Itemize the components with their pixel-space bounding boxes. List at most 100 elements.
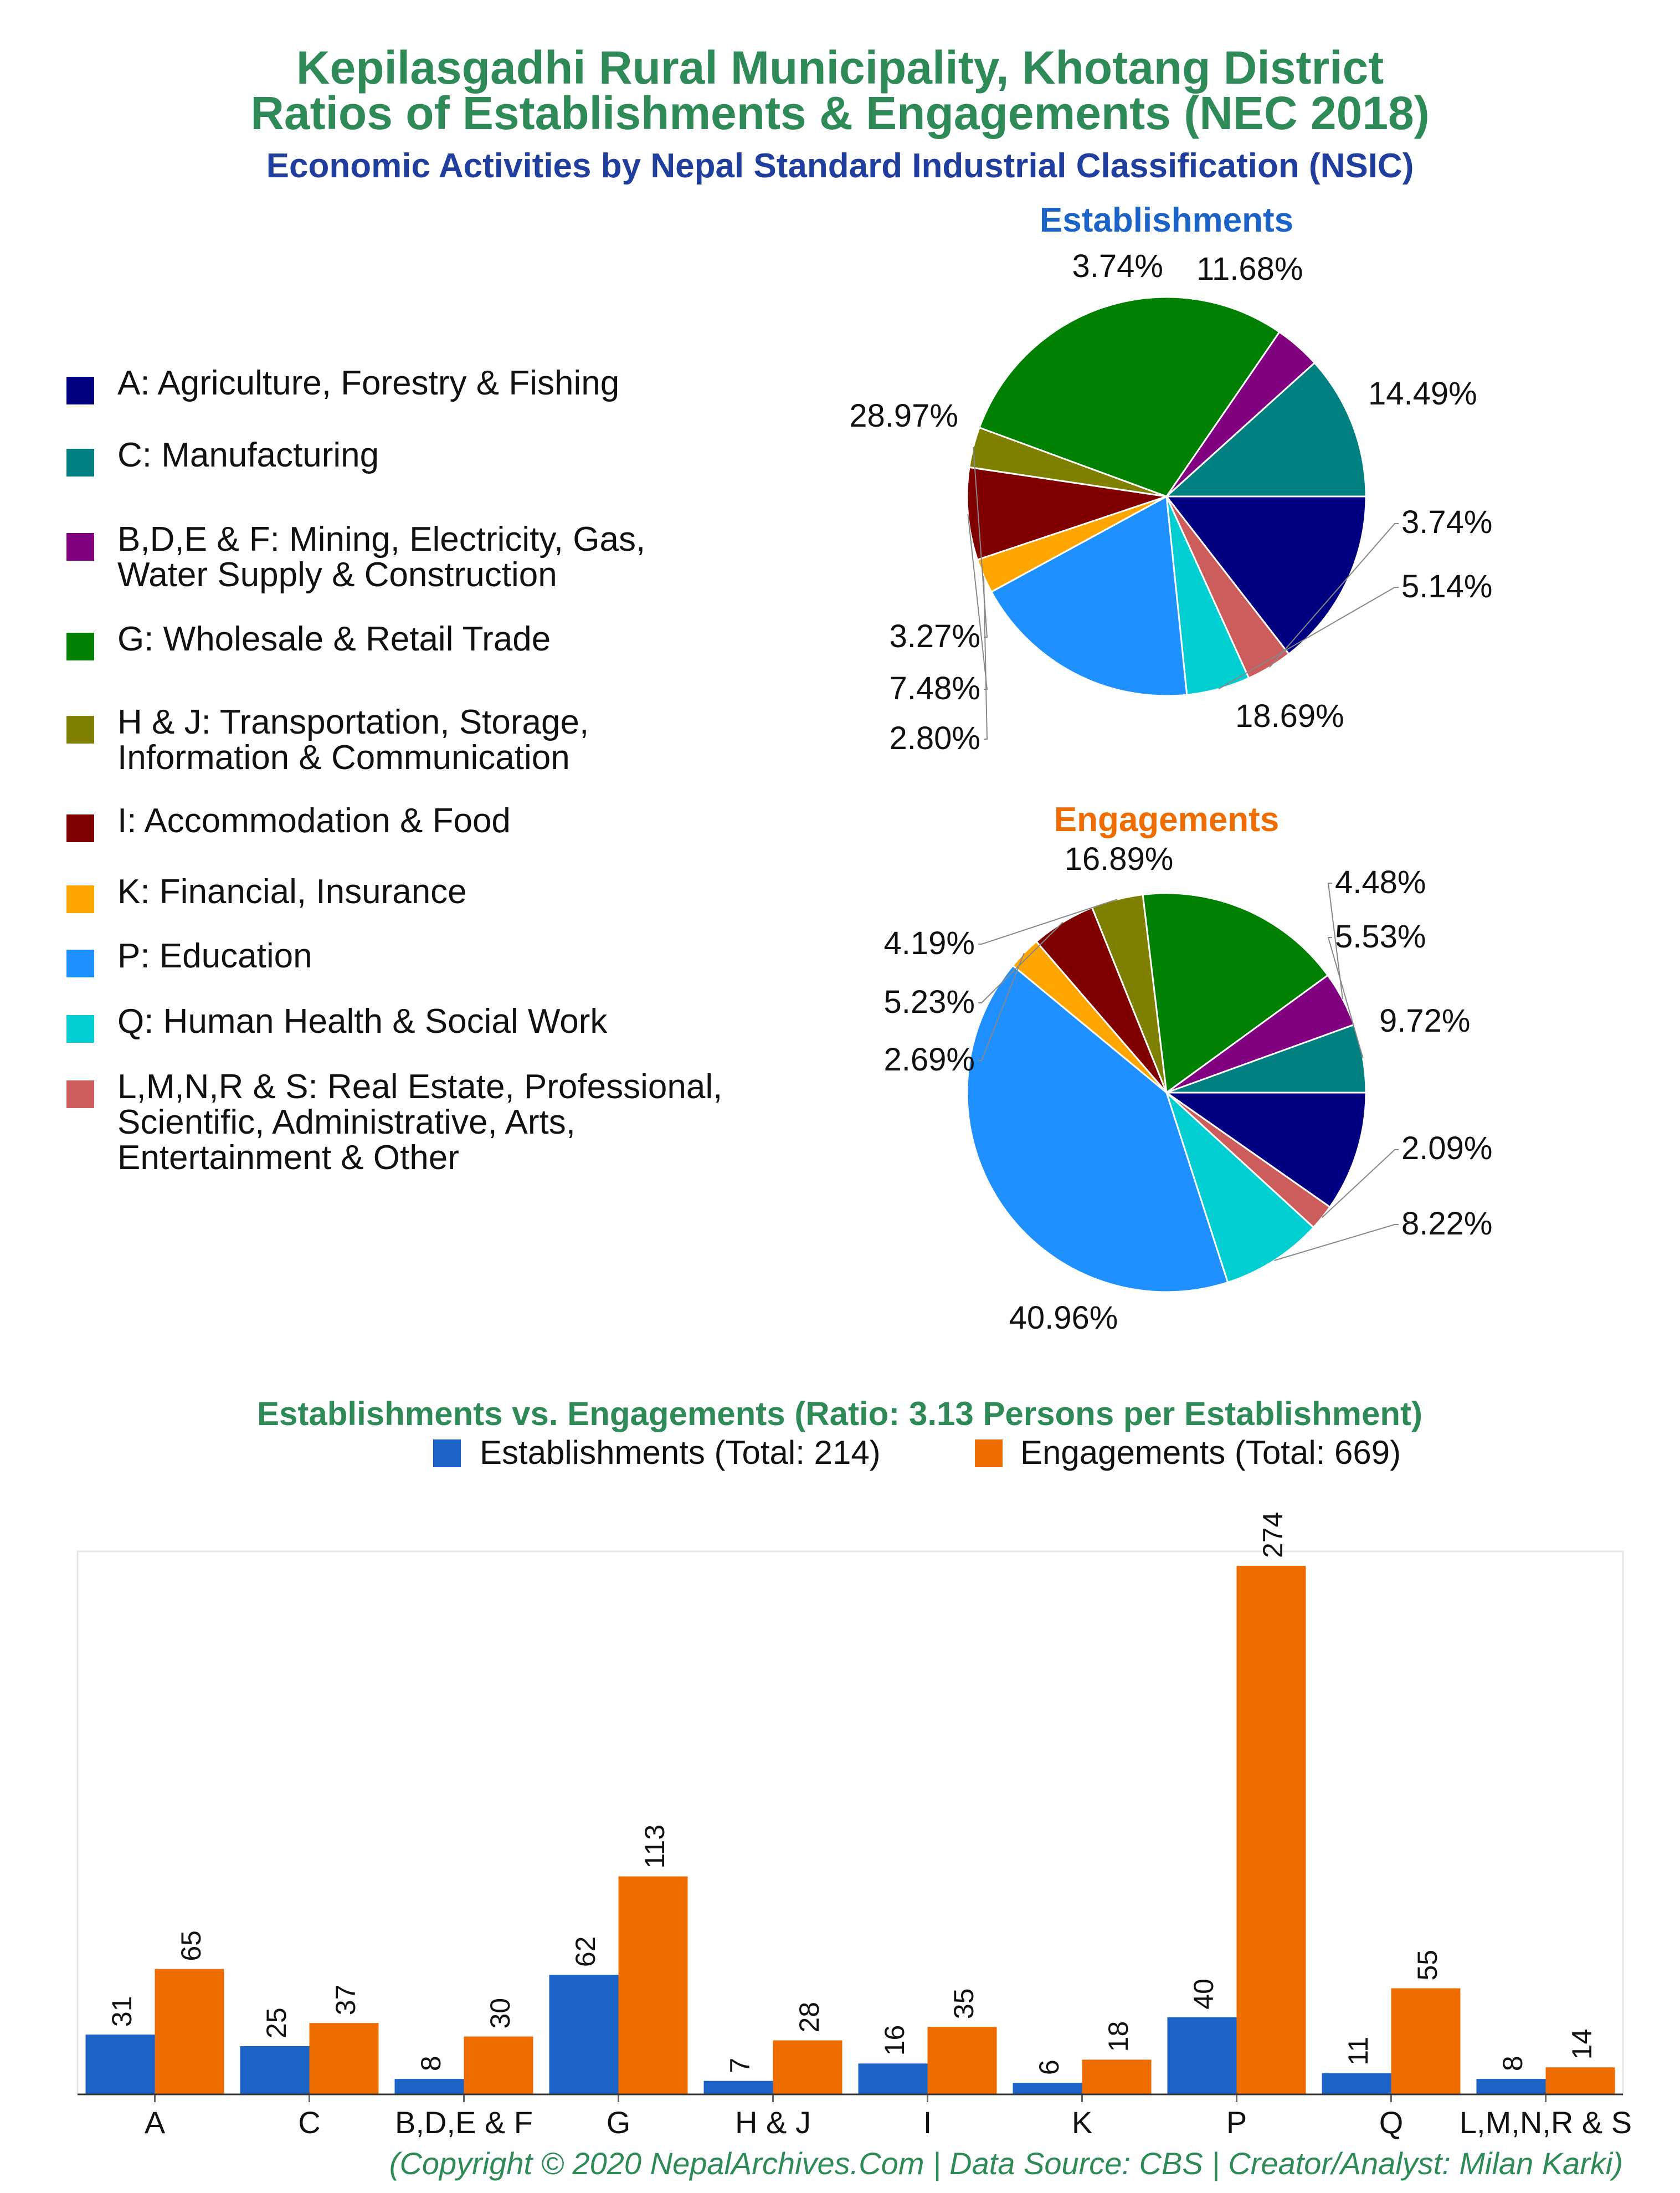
legend-label-a: A: Agriculture, Forestry & Fishing: [117, 364, 620, 402]
pie-slice-engagements-p: [966, 964, 1229, 1293]
legend-label-q: Q: Human Health & Social Work: [117, 1002, 608, 1041]
bar-engagements-8: [1391, 1988, 1461, 2094]
legend-swatch-p: [66, 950, 94, 977]
pie-slice-engagements-g: [1142, 892, 1329, 1094]
bar-value-establishments-7: 40: [1188, 1979, 1219, 2010]
bar-value-establishments-3: 62: [570, 1936, 601, 1967]
pie-leader-establishments-hj: [973, 447, 988, 638]
pie-label-engagements-g: 16.89%: [1065, 841, 1174, 877]
pie-label-engagements-lmnrs: 2.09%: [1401, 1130, 1492, 1166]
bar-value-engagements-4: 28: [794, 2002, 825, 2033]
pie-leader-engagements-i: [978, 921, 1064, 1003]
pie-label-engagements-a: 9.72%: [1379, 1003, 1470, 1039]
bar-establishments-4: [703, 2081, 773, 2094]
page-title-line-1: Kepilasgadhi Rural Municipality, Khotang…: [296, 42, 1384, 94]
bar-value-engagements-3: 113: [639, 1825, 670, 1869]
pie-label-engagements-bdef: 4.48%: [1335, 864, 1426, 900]
x-tick-label-4: H & J: [735, 2105, 811, 2140]
bar-establishments-3: [549, 1975, 619, 2094]
legend-label-hj: H & J: Transportation, Storage, Informat…: [117, 703, 589, 777]
pie-slice-establishments-g: [978, 296, 1281, 498]
x-tick-label-2: B,D,E & F: [395, 2105, 533, 2140]
bar-establishments-5: [858, 2063, 928, 2094]
bar-establishments-2: [394, 2079, 464, 2094]
legend-swatch-a: [66, 377, 94, 404]
pie-label-establishments-g: 28.97%: [849, 398, 958, 434]
bar-establishments-8: [1322, 2073, 1391, 2094]
pie-label-establishments-k: 2.80%: [890, 720, 980, 756]
x-tick-label-0: A: [145, 2105, 166, 2140]
pie-leader-establishments-i: [967, 514, 988, 690]
legend-label-c: C: Manufacturing: [117, 436, 379, 474]
bar-engagements-0: [155, 1969, 224, 2094]
bar-value-establishments-0: 31: [106, 1996, 137, 2027]
pie-label-establishments-p: 18.69%: [1235, 698, 1344, 734]
bar-engagements-4: [773, 2040, 842, 2094]
pie-label-engagements-p: 40.96%: [1009, 1300, 1118, 1336]
legend-swatch-bdef: [66, 533, 94, 561]
bar-value-engagements-6: 18: [1103, 2021, 1134, 2052]
page-title-line-2: Ratios of Establishments & Engagements (…: [250, 87, 1430, 139]
bar-establishments-0: [85, 2035, 155, 2094]
bar-value-engagements-1: 37: [330, 1985, 361, 2016]
pie-label-engagements-c: 5.53%: [1335, 919, 1426, 955]
bar-value-establishments-6: 6: [1034, 2059, 1065, 2075]
bar-engagements-2: [464, 2036, 533, 2094]
copyright-footer: (Copyright © 2020 NepalArchives.Com | Da…: [389, 2146, 1623, 2181]
bar-engagements-3: [618, 1876, 688, 2094]
pie-slice-engagements-q: [1164, 1090, 1315, 1284]
legend-label-k: K: Financial, Insurance: [117, 873, 467, 911]
legend-swatch-g: [66, 633, 94, 660]
legend-label-lmnrs: L,M,N,R & S: Real Estate, Professional, …: [117, 1068, 723, 1177]
pie-leader-engagements-hj: [978, 899, 1117, 945]
bar-legend-swatch-engagements: [975, 1439, 1003, 1467]
bar-establishments-7: [1167, 2017, 1237, 2094]
legend-swatch-k: [66, 885, 94, 913]
x-tick-label-3: G: [607, 2105, 631, 2140]
pie-label-establishments-hj: 3.27%: [890, 618, 980, 654]
legend-swatch-lmnrs: [66, 1080, 94, 1108]
x-tick-label-7: P: [1226, 2105, 1247, 2140]
legend-label-g: G: Wholesale & Retail Trade: [117, 620, 551, 658]
bar-value-engagements-0: 65: [176, 1930, 207, 1961]
pie-leader-establishments-k: [983, 576, 988, 740]
pie-label-establishments-lmnrs: 3.74%: [1401, 504, 1492, 540]
bar-establishments-9: [1476, 2079, 1546, 2094]
bar-value-establishments-5: 16: [879, 2025, 910, 2056]
pie-label-engagements-i: 5.23%: [884, 984, 975, 1020]
bar-value-establishments-2: 8: [415, 2056, 446, 2071]
legend-swatch-q: [66, 1015, 94, 1043]
pie-label-establishments-bdef: 3.74%: [1072, 248, 1163, 284]
pie-leader-engagements-lmnrs: [1322, 1149, 1399, 1218]
bar-value-engagements-2: 30: [485, 1998, 516, 2029]
x-tick-label-1: C: [298, 2105, 320, 2140]
pie-slice-establishments-i: [966, 466, 1167, 561]
pie-title-engagements: Engagements: [1054, 801, 1280, 839]
legend-label-i: I: Accommodation & Food: [117, 802, 511, 840]
pie-label-establishments-c: 11.68%: [1196, 251, 1303, 287]
bar-legend-label-establishments: Establishments (Total: 214): [480, 1434, 881, 1471]
pie-leader-engagements-bdef: [1327, 883, 1343, 1000]
pie-slice-establishments-p: [990, 495, 1188, 697]
bar-value-establishments-1: 25: [261, 2007, 292, 2038]
x-tick-label-9: L,M,N,R & S: [1460, 2105, 1632, 2140]
bar-engagements-1: [309, 2023, 379, 2094]
pie-leader-establishments-q: [1218, 587, 1399, 690]
bar-establishments-1: [240, 2046, 310, 2094]
pie-label-establishments-i: 7.48%: [890, 670, 980, 706]
x-tick-label-6: K: [1072, 2105, 1092, 2140]
bar-value-engagements-5: 35: [948, 1989, 979, 2020]
pie-label-establishments-q: 5.14%: [1401, 568, 1492, 604]
bar-value-engagements-7: 274: [1257, 1512, 1288, 1558]
bar-value-establishments-9: 8: [1497, 2056, 1528, 2071]
pie-title-establishments: Establishments: [1040, 201, 1293, 239]
pie-leader-engagements-k: [978, 952, 1025, 1061]
pie-label-engagements-hj: 4.19%: [884, 925, 975, 961]
pie-label-engagements-k: 2.69%: [884, 1042, 975, 1078]
legend-swatch-hj: [66, 716, 94, 744]
bar-engagements-6: [1082, 2059, 1152, 2094]
pie-slice-engagements-c: [1166, 1023, 1367, 1094]
pie-label-engagements-q: 8.22%: [1401, 1206, 1492, 1242]
pie-leader-engagements-c: [1327, 937, 1364, 1059]
